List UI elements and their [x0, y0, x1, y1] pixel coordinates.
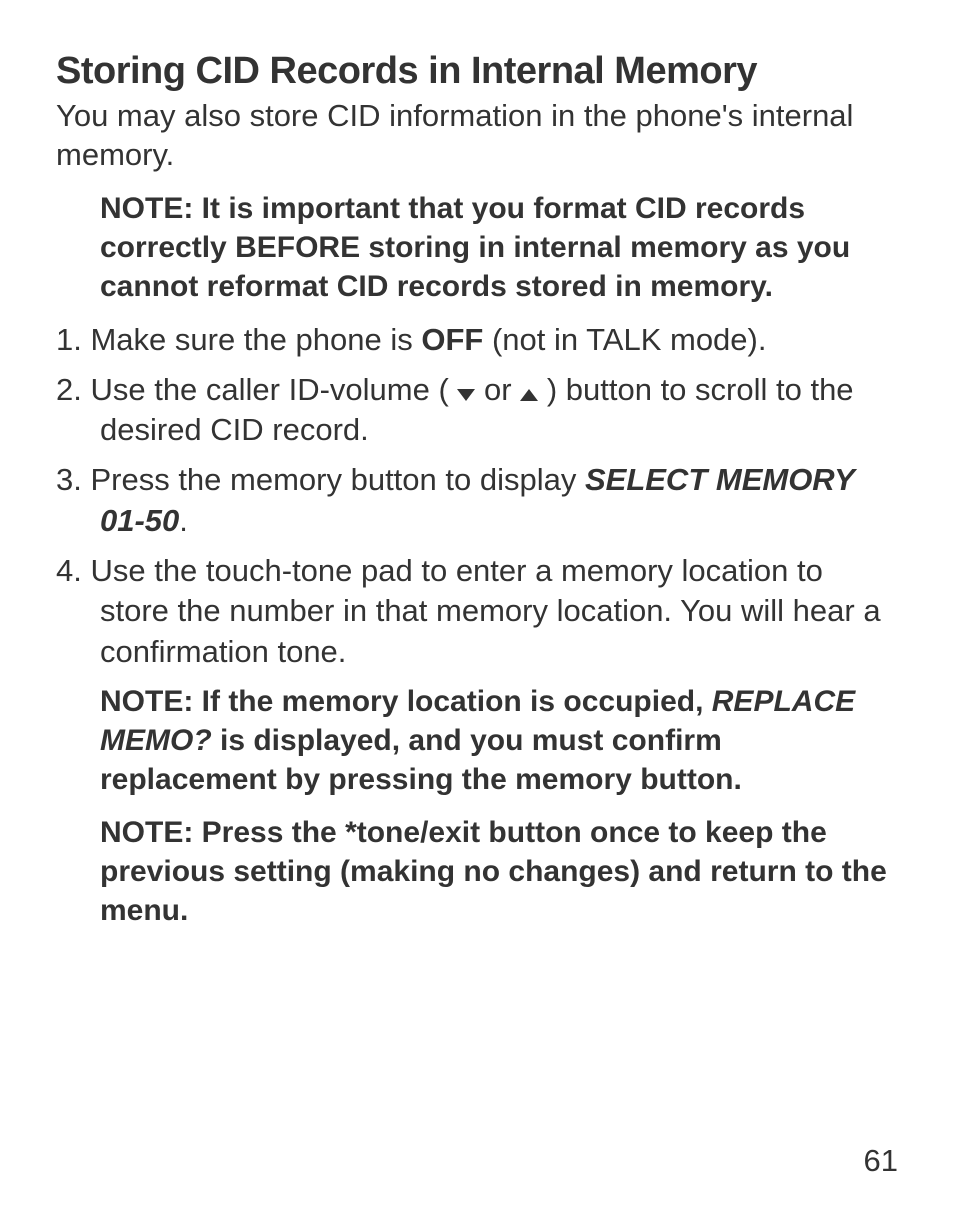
- note-exit: NOTE: Press the *tone/exit button once t…: [100, 813, 898, 930]
- step-3-text-b: .: [179, 503, 188, 538]
- lead-paragraph: You may also store CID information in th…: [56, 97, 898, 175]
- step-1-text-b: (not in TALK mode).: [483, 322, 766, 357]
- step-2-text-a: 2. Use the caller ID-volume (: [56, 372, 457, 407]
- triangle-down-icon: [457, 389, 475, 401]
- section-title: Storing CID Records in Internal Memory: [56, 50, 898, 93]
- step-2: 2. Use the caller ID-volume ( or ) butto…: [56, 370, 898, 451]
- step-2-text-b: or: [475, 372, 520, 407]
- step-4: 4. Use the touch-tone pad to enter a mem…: [56, 551, 898, 672]
- document-page: Storing CID Records in Internal Memory Y…: [0, 0, 954, 1215]
- step-1-off: OFF: [421, 322, 483, 357]
- note-replace: NOTE: If the memory location is occupied…: [100, 682, 898, 799]
- page-number: 61: [864, 1143, 898, 1179]
- step-3: 3. Press the memory button to display SE…: [56, 460, 898, 541]
- triangle-up-icon: [520, 389, 538, 401]
- step-3-text-a: 3. Press the memory button to display: [56, 462, 585, 497]
- note-replace-a: NOTE: If the memory location is occupied…: [100, 685, 712, 718]
- step-1-text-a: 1. Make sure the phone is: [56, 322, 421, 357]
- note-format: NOTE: It is important that you format CI…: [100, 189, 898, 306]
- step-1: 1. Make sure the phone is OFF (not in TA…: [56, 320, 898, 360]
